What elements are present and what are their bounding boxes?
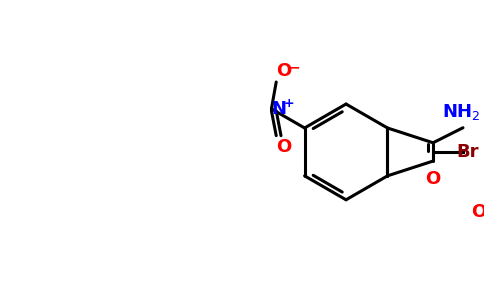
Text: NH$_2$: NH$_2$ bbox=[442, 102, 480, 122]
Text: O: O bbox=[425, 170, 440, 188]
Text: O: O bbox=[276, 138, 291, 156]
Text: N: N bbox=[272, 100, 287, 118]
Text: −: − bbox=[288, 60, 300, 74]
Text: O: O bbox=[471, 203, 484, 221]
Text: Br: Br bbox=[456, 143, 479, 161]
Text: O: O bbox=[276, 62, 291, 80]
Text: +: + bbox=[284, 97, 294, 110]
